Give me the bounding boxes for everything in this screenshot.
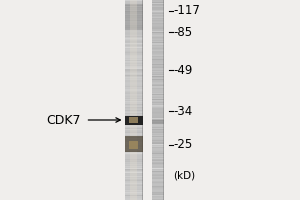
Bar: [124, 136, 142, 152]
Bar: [124, 4, 142, 30]
Bar: [124, 116, 142, 124]
Text: (kD): (kD): [173, 170, 195, 180]
Text: CDK7: CDK7: [46, 114, 81, 127]
Text: -117: -117: [173, 4, 200, 18]
Bar: [130, 0, 137, 200]
Bar: [163, 0, 164, 200]
Bar: [128, 141, 138, 149]
Text: -34: -34: [173, 105, 192, 118]
Text: -49: -49: [173, 64, 193, 76]
Text: -85: -85: [173, 25, 192, 38]
Bar: [128, 117, 138, 123]
Bar: [152, 120, 164, 124]
Text: -25: -25: [173, 138, 192, 152]
Bar: [124, 0, 125, 200]
